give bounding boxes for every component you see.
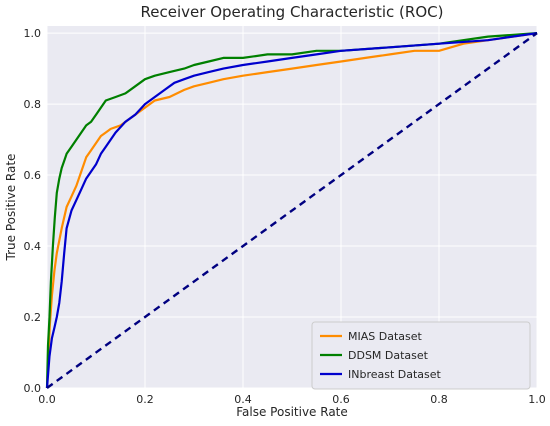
- x-tick-label: 1.0: [528, 393, 546, 406]
- x-tick-label: 0.6: [332, 393, 350, 406]
- y-tick-label: 0.0: [24, 382, 42, 395]
- legend-label: DDSM Dataset: [348, 349, 429, 362]
- grid-lines: [46, 26, 538, 389]
- y-tick-label: 0.2: [24, 311, 42, 324]
- x-tick-labels: 0.0 0.2 0.4 0.6 0.8 1.0: [38, 393, 546, 406]
- x-tick-label: 0.4: [234, 393, 252, 406]
- roc-curve-mias: [45, 32, 538, 389]
- legend: MIAS Dataset DDSM Dataset INbreast Dataset: [311, 321, 531, 390]
- roc-curve-inbreast: [45, 32, 538, 389]
- legend-box: [311, 321, 531, 390]
- chart-title: Receiver Operating Characteristic (ROC): [141, 3, 444, 21]
- reference-diagonal-line: [46, 32, 538, 389]
- x-tick-label: 0.8: [430, 393, 448, 406]
- y-tick-label: 0.8: [24, 98, 42, 111]
- y-axis-label: True Positive Rate: [4, 154, 18, 262]
- legend-label: INbreast Dataset: [348, 368, 442, 381]
- legend-label: MIAS Dataset: [348, 330, 423, 343]
- y-tick-label: 0.4: [24, 240, 42, 253]
- roc-curve-ddsm: [45, 32, 538, 389]
- series-layer: [45, 32, 538, 389]
- y-tick-label: 1.0: [24, 27, 42, 40]
- x-tick-label: 0.0: [38, 393, 56, 406]
- x-axis-label: False Positive Rate: [236, 405, 348, 419]
- x-tick-label: 0.2: [136, 393, 154, 406]
- y-tick-labels: 0.0 0.2 0.4 0.6 0.8 1.0: [24, 27, 42, 395]
- y-tick-label: 0.6: [24, 169, 42, 182]
